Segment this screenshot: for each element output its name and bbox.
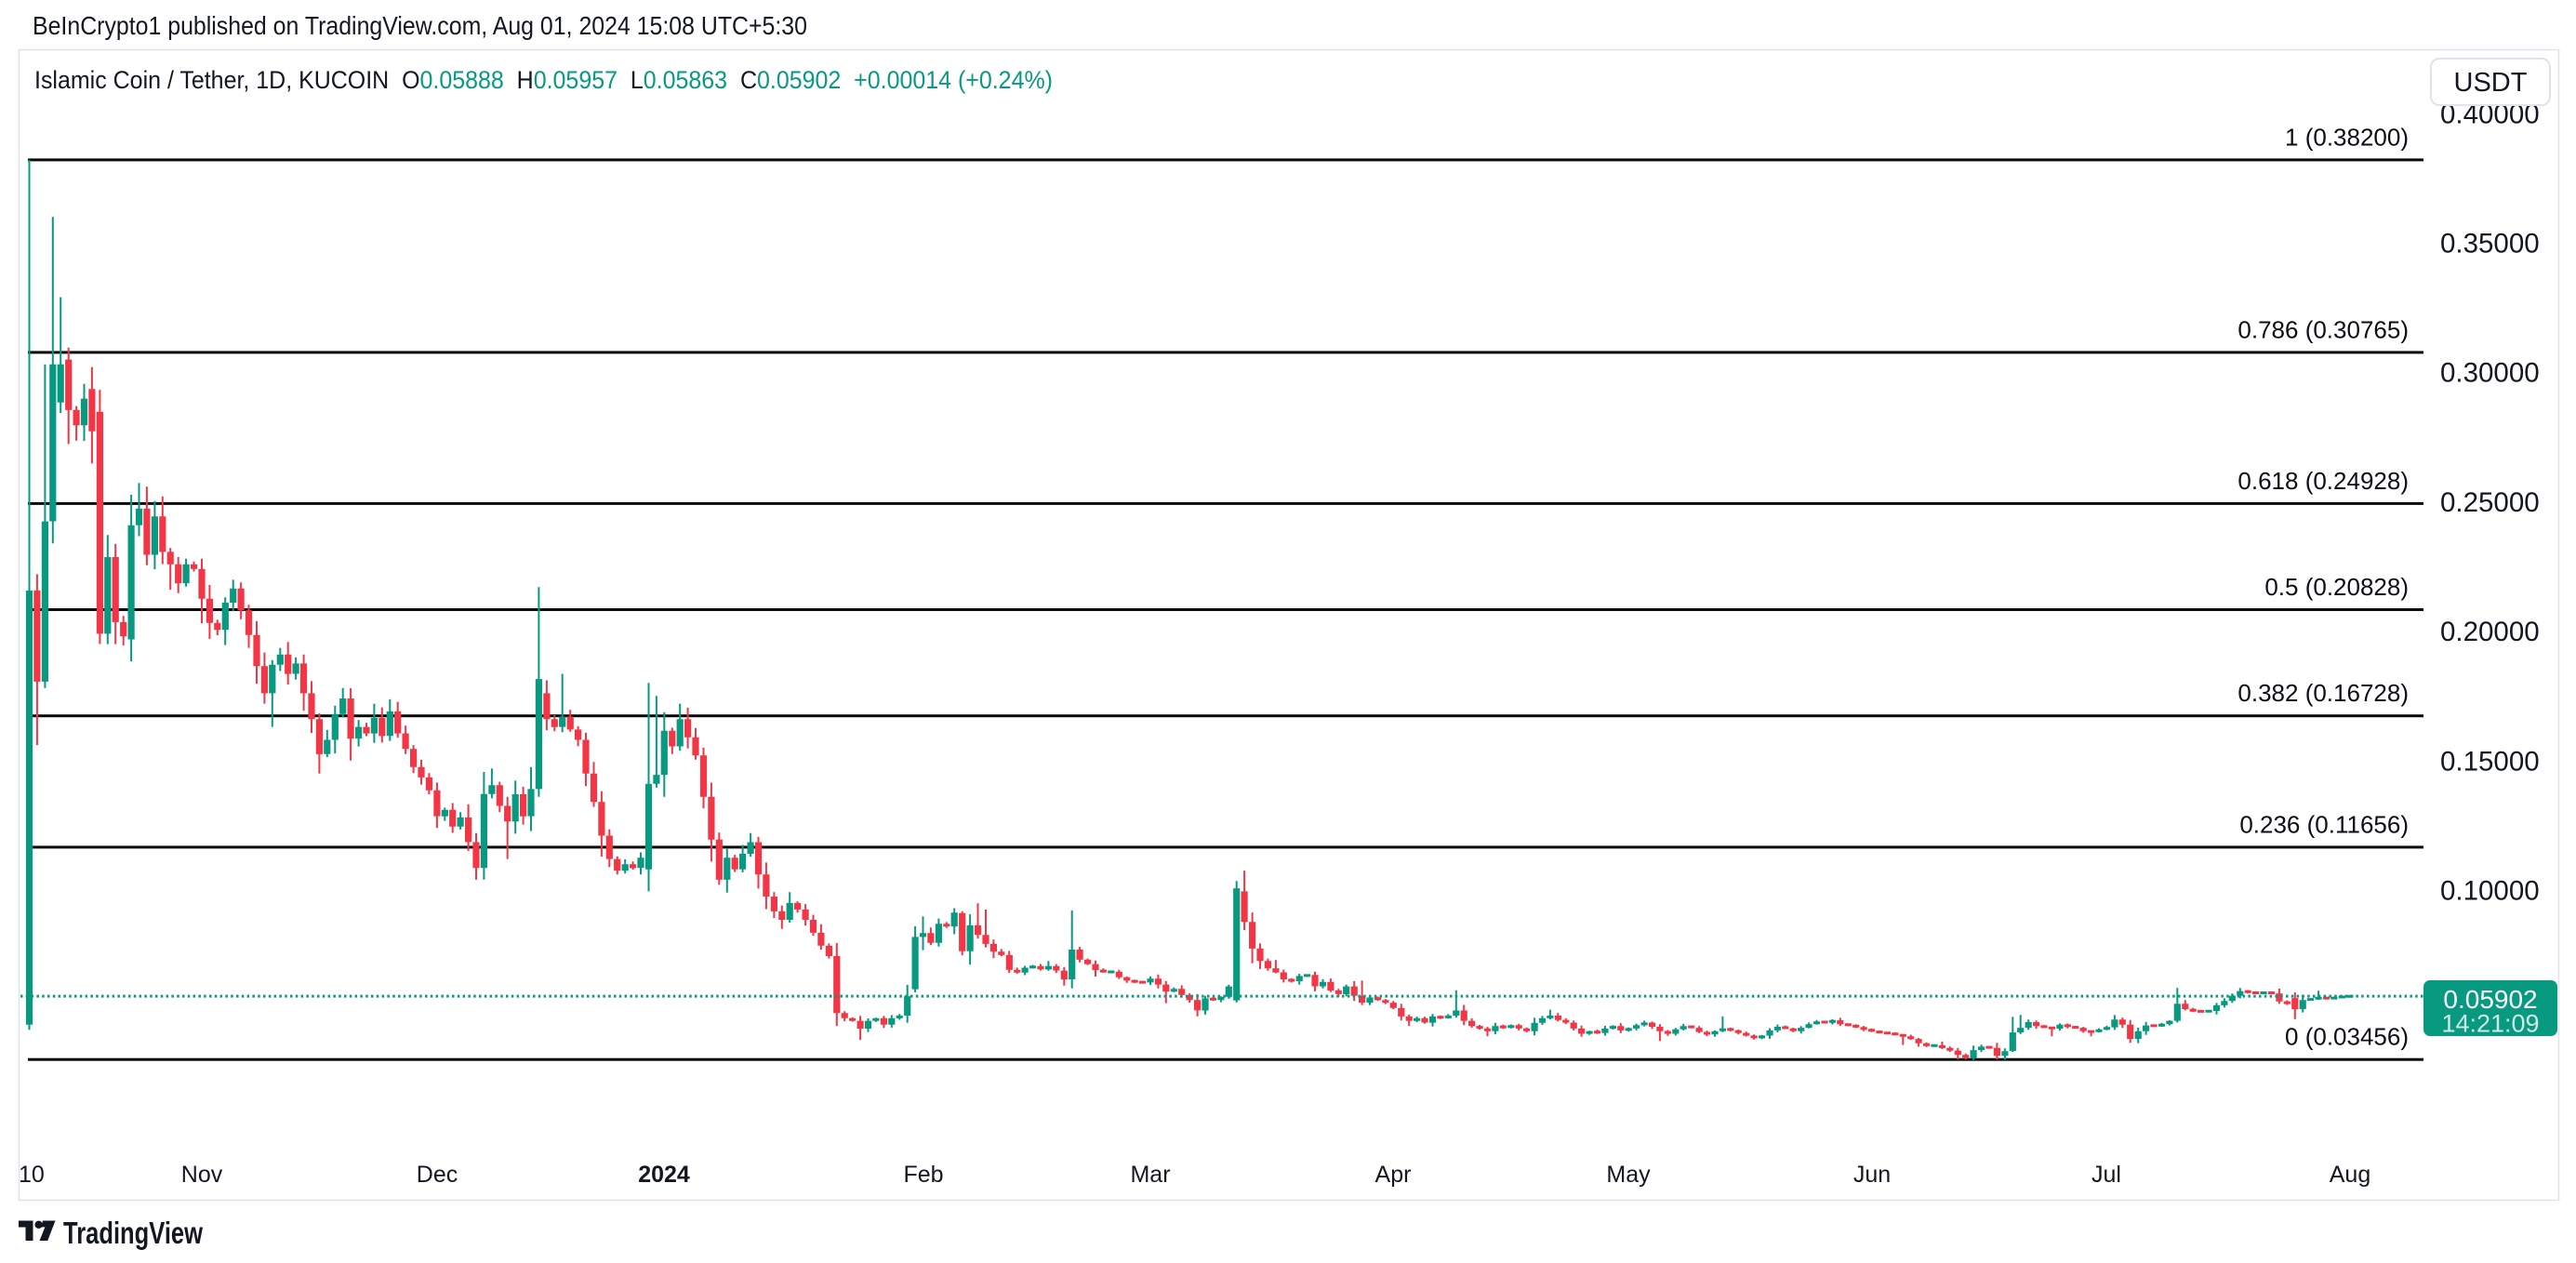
svg-text:Jun: Jun bbox=[1853, 1162, 1891, 1188]
svg-text:0.236 (0.11656): 0.236 (0.11656) bbox=[2239, 810, 2409, 838]
svg-text:10: 10 bbox=[19, 1162, 45, 1188]
svg-text:0.30000: 0.30000 bbox=[2440, 358, 2540, 389]
svg-text:0.382 (0.16728): 0.382 (0.16728) bbox=[2237, 679, 2409, 707]
svg-text:0 (0.03456): 0 (0.03456) bbox=[2285, 1023, 2409, 1051]
svg-text:Nov: Nov bbox=[181, 1162, 223, 1188]
svg-text:0.15000: 0.15000 bbox=[2440, 746, 2540, 777]
svg-text:0.25000: 0.25000 bbox=[2440, 487, 2540, 518]
svg-text:0.20000: 0.20000 bbox=[2440, 617, 2540, 647]
svg-text:0.618 (0.24928): 0.618 (0.24928) bbox=[2237, 467, 2409, 495]
svg-text:0.05902: 0.05902 bbox=[2443, 985, 2537, 1014]
svg-text:USDT: USDT bbox=[2454, 68, 2528, 98]
svg-text:1 (0.38200): 1 (0.38200) bbox=[2285, 123, 2409, 151]
svg-text:0.786 (0.30765): 0.786 (0.30765) bbox=[2237, 315, 2409, 343]
svg-text:Islamic Coin / Tether, 1D, KUC: Islamic Coin / Tether, 1D, KUCOIN O0.058… bbox=[34, 66, 1053, 94]
svg-text:Mar: Mar bbox=[1130, 1162, 1170, 1188]
svg-text:Feb: Feb bbox=[903, 1162, 943, 1188]
svg-text:Dec: Dec bbox=[417, 1162, 458, 1188]
svg-text:0.35000: 0.35000 bbox=[2440, 229, 2540, 259]
svg-text:Jul: Jul bbox=[2091, 1162, 2121, 1188]
svg-text:0.10000: 0.10000 bbox=[2440, 876, 2540, 907]
svg-text:Aug: Aug bbox=[2330, 1162, 2370, 1188]
svg-text:May: May bbox=[1606, 1162, 1651, 1188]
svg-text:TradingView: TradingView bbox=[63, 1216, 203, 1250]
svg-text:Apr: Apr bbox=[1375, 1162, 1412, 1188]
svg-text:BeInCrypto1 published on Tradi: BeInCrypto1 published on TradingView.com… bbox=[33, 11, 807, 40]
svg-text:14:21:09: 14:21:09 bbox=[2441, 1010, 2539, 1038]
svg-text:0.5 (0.20828): 0.5 (0.20828) bbox=[2264, 573, 2409, 601]
svg-text:2024: 2024 bbox=[638, 1162, 690, 1188]
